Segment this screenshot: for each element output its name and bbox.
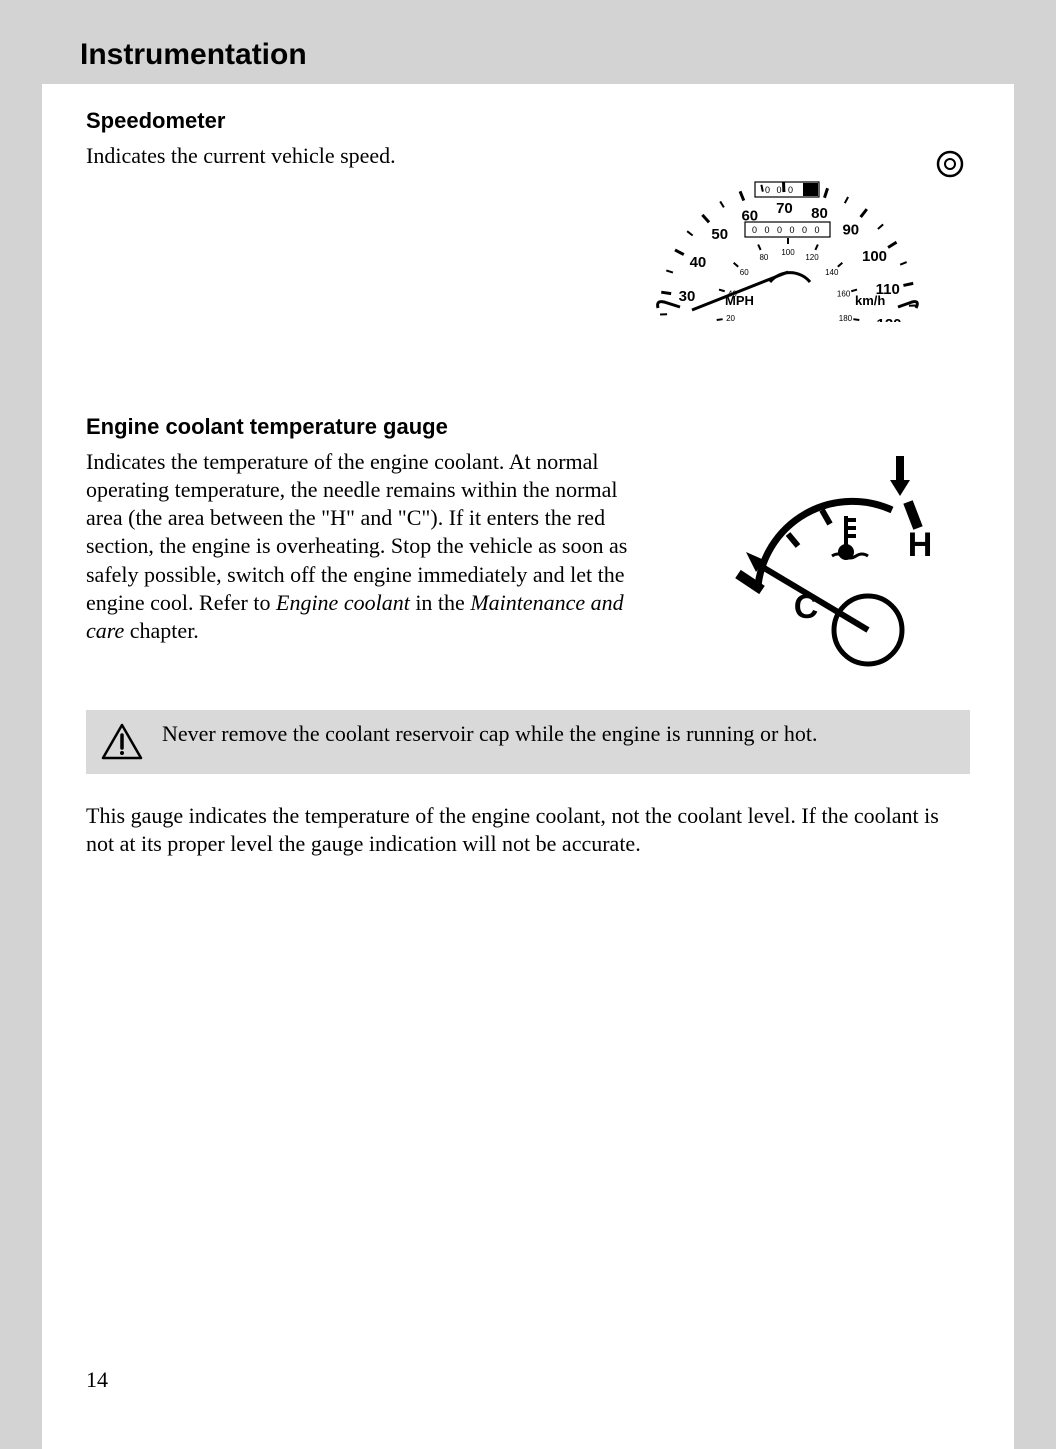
odo-value: 0 0 0 0 0 0 (752, 225, 822, 235)
svg-text:70: 70 (776, 200, 793, 217)
temp-needle-icon (746, 552, 902, 664)
svg-text:140: 140 (825, 268, 839, 277)
speedometer-heading: Speedometer (86, 108, 970, 134)
svg-text:90: 90 (842, 222, 859, 239)
arrow-down-icon (890, 456, 910, 496)
warning-icon (100, 720, 144, 762)
page-number: 14 (86, 1367, 108, 1393)
coolant-body-em1: Engine coolant (276, 590, 410, 615)
speedometer-row: Indicates the current vehicle speed. 2 (86, 142, 970, 322)
coolant-body-post: chapter. (124, 618, 199, 643)
km-labels: 20406080100120140160180 (726, 248, 853, 322)
speedometer-body: Indicates the current vehicle speed. (86, 142, 616, 170)
svg-text:160: 160 (837, 290, 851, 299)
svg-text:20: 20 (726, 314, 735, 322)
svg-text:100: 100 (781, 248, 795, 257)
coolant-heading: Engine coolant temperature gauge (86, 414, 970, 440)
speedometer-gauge: 2030405060708090100110120 20406080100120… (640, 142, 970, 322)
coolant-body: Indicates the temperature of the engine … (86, 448, 646, 645)
svg-text:40: 40 (690, 254, 707, 271)
page: Instrumentation Speedometer Indicates th… (42, 0, 1014, 1449)
kmh-label: km/h (855, 293, 885, 308)
coolant-gauge: C H (670, 448, 970, 678)
coolant-row: Indicates the temperature of the engine … (86, 448, 970, 678)
coolant-body-mid: in the (410, 590, 471, 615)
followup-text: This gauge indicates the temperature of … (86, 802, 970, 858)
thermometer-icon (832, 516, 868, 558)
svg-text:50: 50 (711, 226, 728, 243)
svg-text:120: 120 (876, 316, 901, 322)
svg-text:80: 80 (759, 253, 768, 262)
header-title: Instrumentation (80, 38, 1014, 72)
warning-text: Never remove the coolant reservoir cap w… (162, 720, 818, 748)
svg-text:30: 30 (679, 288, 696, 305)
trip-value: 0 0 0 (765, 185, 795, 195)
h-label: H (908, 526, 933, 564)
svg-text:180: 180 (839, 314, 853, 322)
content: Speedometer Indicates the current vehicl… (42, 108, 1014, 858)
svg-text:120: 120 (805, 253, 819, 262)
mph-label: MPH (725, 293, 754, 308)
header-bar: Instrumentation (42, 0, 1014, 84)
svg-text:80: 80 (811, 205, 828, 222)
reset-knob-icon (938, 152, 962, 176)
svg-text:60: 60 (740, 268, 749, 277)
svg-text:100: 100 (862, 248, 887, 265)
warning-box: Never remove the coolant reservoir cap w… (86, 710, 970, 774)
